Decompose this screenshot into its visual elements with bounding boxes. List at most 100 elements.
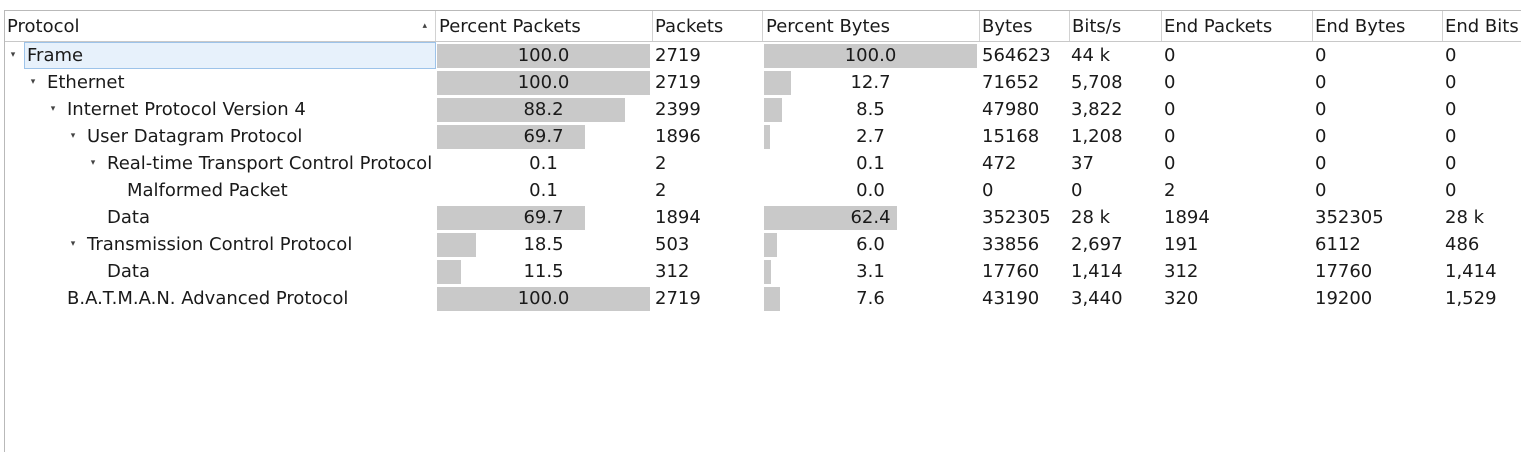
end-bytes-cell: 0	[1315, 72, 1327, 93]
end-bytes-cell: 17760	[1315, 261, 1373, 282]
column-header-percent-packets[interactable]: Percent Packets	[437, 11, 653, 41]
packets-cell: 2719	[655, 288, 701, 309]
column-header-end-packets[interactable]: End Packets	[1162, 11, 1313, 41]
packets-cell: 2719	[655, 72, 701, 93]
chevron-down-icon[interactable]: ▾	[70, 131, 76, 141]
sort-ascending-icon: ▴	[422, 21, 427, 31]
end-packets-cell: 312	[1164, 261, 1199, 282]
percent-value: 6.0	[856, 234, 885, 255]
percent-packets-cell: 100.0	[437, 69, 653, 96]
protocol-name: Internet Protocol Version 4	[67, 99, 306, 120]
column-header-label: Protocol	[7, 16, 80, 37]
protocol-cell[interactable]	[24, 258, 436, 285]
chevron-down-icon[interactable]: ▾	[10, 50, 16, 60]
end-bytes-cell: 0	[1315, 153, 1327, 174]
protocol-name: Malformed Packet	[127, 180, 288, 201]
column-header-packets[interactable]: Packets	[653, 11, 763, 41]
percent-packets-cell: 11.5	[437, 258, 653, 285]
column-header-end-bytes[interactable]: End Bytes	[1313, 11, 1443, 41]
tree-row[interactable]: ▾ User Datagram Protocol 69.7 1896 2.7 15168 1…	[5, 123, 1521, 150]
column-header-label: End Bytes	[1315, 16, 1406, 37]
percent-packets-cell: 0.1	[437, 177, 653, 204]
percent-value: 0.1	[529, 180, 558, 201]
end-packets-cell: 191	[1164, 234, 1199, 255]
percent-value: 7.6	[856, 288, 885, 309]
protocol-name: Frame	[27, 45, 84, 66]
protocol-hierarchy-tree[interactable]: Protocol ▴ Percent Packets Packets Perce…	[4, 10, 1521, 452]
percent-bar	[437, 98, 625, 122]
percent-bar	[437, 71, 650, 95]
end-bits-cell: 0	[1445, 180, 1457, 201]
bits-per-second-cell: 1,208	[1071, 126, 1123, 147]
packets-cell: 2719	[655, 45, 701, 66]
column-header-label: Packets	[655, 16, 724, 37]
end-bytes-cell: 19200	[1315, 288, 1373, 309]
percent-bar	[437, 44, 650, 68]
end-bits-cell: 486	[1445, 234, 1480, 255]
bytes-cell: 17760	[982, 261, 1040, 282]
tree-row[interactable]: ▾ Transmission Control Protocol 18.5 503 6.0…	[5, 231, 1521, 258]
chevron-down-icon[interactable]: ▾	[70, 239, 76, 249]
chevron-down-icon[interactable]: ▾	[90, 158, 96, 168]
tree-row[interactable]: ▾ Internet Protocol Version 4 88.2 2399 8.5 4…	[5, 96, 1521, 123]
bits-per-second-cell: 37	[1071, 153, 1094, 174]
end-bytes-cell: 0	[1315, 99, 1327, 120]
column-header-label: End Bits	[1445, 16, 1519, 37]
tree-row[interactable]: Malformed Packet 0.1 2 0.0 0 0 2 0 0	[5, 177, 1521, 204]
percent-value: 88.2	[523, 99, 564, 120]
end-bits-cell: 0	[1445, 72, 1457, 93]
tree-row[interactable]: ▾ Ethernet 100.0 2719 12.7 71652 5,708 0 0 0	[5, 69, 1521, 96]
end-packets-cell: 0	[1164, 153, 1176, 174]
protocol-cell[interactable]	[24, 42, 436, 69]
bits-per-second-cell: 44 k	[1071, 45, 1111, 66]
bits-per-second-cell: 0	[1071, 180, 1083, 201]
protocol-name: B.A.T.M.A.N. Advanced Protocol	[67, 288, 349, 309]
percent-value: 100.0	[844, 45, 897, 66]
percent-value: 2.7	[856, 126, 885, 147]
bits-per-second-cell: 5,708	[1071, 72, 1123, 93]
bytes-cell: 472	[982, 153, 1017, 174]
bits-per-second-cell: 3,440	[1071, 288, 1123, 309]
percent-bar	[437, 260, 461, 284]
packets-cell: 1896	[655, 126, 701, 147]
end-packets-cell: 0	[1164, 45, 1176, 66]
tree-row[interactable]: Data 69.7 1894 62.4 352305 28 k 1894 352305 28 k	[5, 204, 1521, 231]
protocol-cell[interactable]	[24, 204, 436, 231]
tree-row[interactable]: ▾ Frame 100.0 2719 100.0 564623 44 k 0 0 0	[5, 42, 1521, 69]
bytes-cell: 352305	[982, 207, 1051, 228]
column-header-bytes[interactable]: Bytes	[980, 11, 1070, 41]
percent-value: 100.0	[517, 45, 570, 66]
percent-value: 0.1	[529, 153, 558, 174]
end-bits-cell: 0	[1445, 153, 1457, 174]
end-bits-cell: 0	[1445, 126, 1457, 147]
percent-bar	[437, 125, 585, 149]
column-header-protocol[interactable]: Protocol ▴	[5, 11, 436, 41]
bytes-cell: 33856	[982, 234, 1040, 255]
packets-cell: 2399	[655, 99, 701, 120]
end-packets-cell: 0	[1164, 126, 1176, 147]
column-header-end-bits[interactable]: End Bits	[1443, 11, 1521, 41]
column-header-bits-per-second[interactable]: Bits/s	[1070, 11, 1162, 41]
chevron-down-icon[interactable]: ▾	[30, 77, 36, 87]
percent-value: 18.5	[523, 234, 564, 255]
tree-row[interactable]: ▾ Real-time Transport Control Protocol 0.1…	[5, 150, 1521, 177]
percent-packets-cell: 69.7	[437, 204, 653, 231]
end-packets-cell: 320	[1164, 288, 1199, 309]
tree-row[interactable]: B.A.T.M.A.N. Advanced Protocol 100.0 2719 7…	[5, 285, 1521, 312]
column-header-percent-bytes[interactable]: Percent Bytes	[764, 11, 980, 41]
tree-row[interactable]: Data 11.5 312 3.1 17760 1,414 312 17760 1,414	[5, 258, 1521, 285]
percent-value: 12.7	[850, 72, 891, 93]
bytes-cell: 71652	[982, 72, 1040, 93]
end-packets-cell: 2	[1164, 180, 1176, 201]
percent-bytes-cell: 8.5	[764, 96, 980, 123]
percent-packets-cell: 0.1	[437, 150, 653, 177]
end-packets-cell: 0	[1164, 99, 1176, 120]
column-header-label: Percent Packets	[439, 16, 581, 37]
protocol-name: Data	[107, 207, 150, 228]
percent-bar	[764, 233, 777, 257]
percent-value: 69.7	[523, 207, 564, 228]
protocol-name: Real-time Transport Control Protocol	[107, 153, 433, 174]
packets-cell: 1894	[655, 207, 701, 228]
chevron-down-icon[interactable]: ▾	[50, 104, 56, 114]
packets-cell: 312	[655, 261, 690, 282]
